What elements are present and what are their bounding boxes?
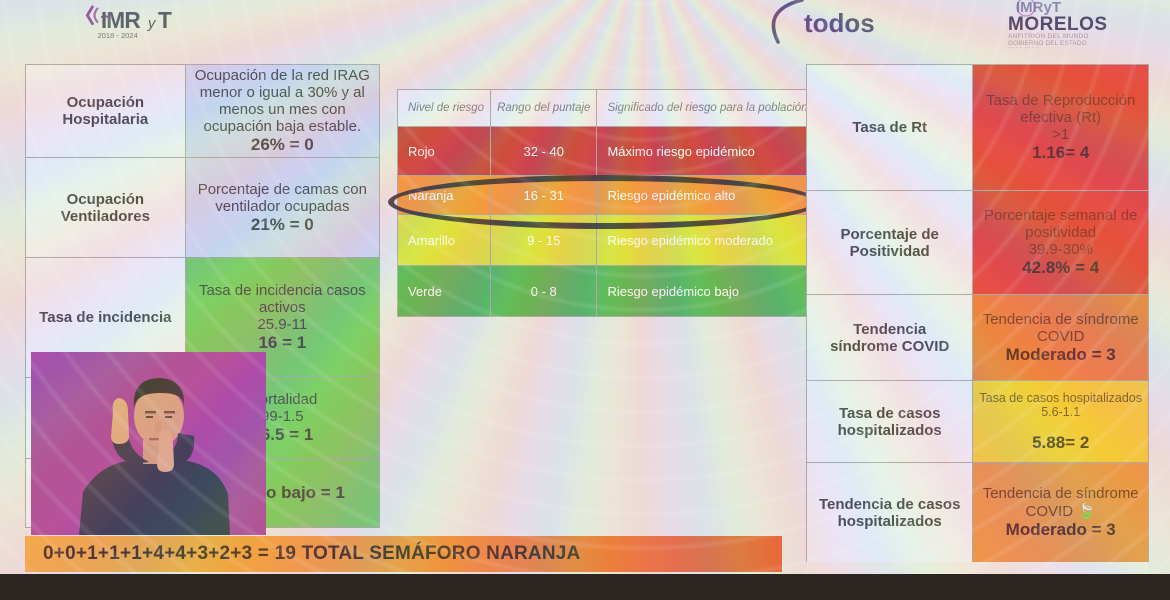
svg-text:todos: todos [804, 8, 875, 38]
svg-text:ANFITRIÓN DEL MUNDO: ANFITRIÓN DEL MUNDO [1008, 31, 1089, 40]
svg-text:2018-2024: 2018-2024 [1008, 47, 1039, 48]
svg-text:y: y [147, 15, 157, 32]
svg-text:MORELOS: MORELOS [1008, 14, 1108, 35]
svg-text:2018 - 2024: 2018 - 2024 [97, 31, 137, 40]
svg-text:GOBIERNO DEL ESTADO: GOBIERNO DEL ESTADO [1008, 40, 1087, 47]
svg-text:T: T [158, 7, 172, 33]
svg-text:IMR: IMR [101, 7, 141, 33]
